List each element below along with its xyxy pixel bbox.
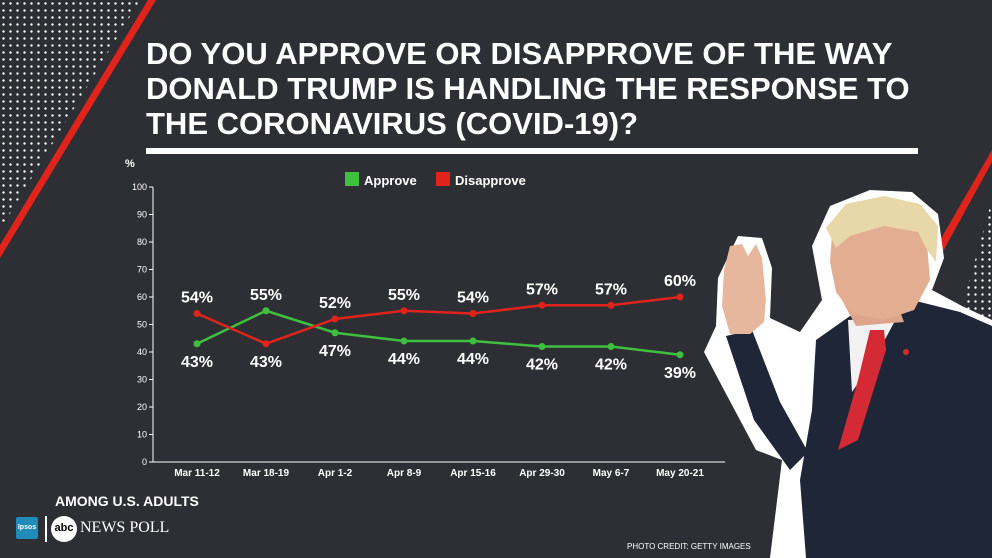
y-tick-label: 70	[137, 265, 147, 275]
data-point-disapprove	[400, 307, 408, 315]
data-point-approve	[331, 329, 339, 337]
data-label-disapprove: 55%	[388, 287, 420, 304]
abc-logo-text: abc	[54, 522, 74, 534]
title-line-2: DONALD TRUMP IS HANDLING THE RESPONSE TO	[146, 71, 910, 106]
data-label-approve: 55%	[250, 287, 282, 304]
data-label-approve: 42%	[595, 357, 627, 374]
title-divider	[146, 148, 918, 154]
x-tick-label: May 20-21	[656, 468, 704, 479]
y-tick-label: 80	[137, 237, 147, 247]
data-point-disapprove	[676, 293, 684, 301]
x-tick-label: Apr 29-30	[519, 468, 565, 479]
data-point-disapprove	[469, 310, 477, 317]
data-point-disapprove	[607, 301, 615, 309]
x-tick-label: May 6-7	[593, 468, 630, 479]
ipsos-logo: Ipsos	[16, 517, 38, 539]
news-poll-label: NEWS POLL	[80, 519, 170, 536]
x-tick-label: Mar 18-19	[243, 468, 290, 479]
data-label-disapprove: 43%	[250, 354, 282, 371]
legend-label-disapprove: Disapprove	[455, 173, 526, 188]
chart-title: DO YOU APPROVE OR DISAPPROVE OF THE WAY …	[146, 36, 926, 141]
plot-area: 0 10 20 30 40 50 60 70 80 90 100 Mar 11-12 Mar 18-19…	[132, 182, 725, 479]
footer-subtitle: AMONG U.S. ADULTS	[55, 493, 199, 509]
x-tick-label: Mar 11-12	[174, 468, 220, 479]
legend: Approve Disapprove	[345, 172, 526, 188]
trump-photo-cutout	[704, 190, 992, 558]
data-label-approve: 42%	[526, 357, 558, 374]
ipsos-logo-text: Ipsos	[17, 524, 37, 531]
y-tick-label: 0	[142, 457, 147, 467]
data-point-approve	[538, 343, 546, 350]
data-point-approve	[469, 337, 477, 345]
data-label-disapprove: 57%	[595, 281, 627, 298]
y-tick-label: 60	[137, 292, 147, 302]
data-point-approve	[262, 307, 270, 315]
legend-swatch-disapprove	[436, 172, 450, 186]
data-label-approve: 47%	[319, 343, 351, 360]
x-tick-label: Apr 1-2	[318, 468, 353, 479]
data-label-disapprove: 54%	[181, 290, 213, 307]
y-tick-label: 20	[137, 402, 147, 412]
legend-label-approve: Approve	[364, 173, 417, 188]
data-label-disapprove: 57%	[526, 281, 558, 298]
data-point-approve	[400, 337, 408, 345]
y-tick-label: 10	[137, 430, 147, 440]
data-point-approve	[193, 340, 201, 348]
title-line-3: THE CORONAVIRUS (COVID-19)?	[146, 106, 639, 141]
abc-logo: abc	[51, 516, 77, 542]
x-tick-label: Apr 8-9	[387, 468, 422, 479]
y-tick-label: 100	[132, 182, 147, 192]
x-tick-label: Apr 15-16	[450, 468, 496, 479]
data-point-disapprove	[538, 301, 546, 309]
data-label-approve: 39%	[664, 365, 696, 382]
data-label-approve: 44%	[457, 351, 489, 368]
y-tick-label: 30	[137, 375, 147, 385]
data-label-approve: 43%	[181, 354, 213, 371]
y-tick-label: 50	[137, 320, 147, 330]
data-label-disapprove: 52%	[319, 295, 351, 312]
data-point-disapprove	[262, 340, 270, 348]
y-axis-label: %	[125, 158, 135, 170]
y-tick-label: 40	[137, 347, 147, 357]
data-point-disapprove	[331, 315, 339, 323]
data-point-approve	[607, 343, 615, 350]
data-label-approve: 44%	[388, 351, 420, 368]
data-label-disapprove: 60%	[664, 273, 696, 290]
photo-credit: PHOTO CREDIT: GETTY IMAGES	[627, 542, 751, 551]
red-stripe-top-left	[0, 0, 156, 258]
legend-swatch-approve	[345, 172, 359, 186]
logo-divider	[45, 516, 47, 542]
series-line-disapprove	[196, 295, 681, 346]
data-point-disapprove	[193, 310, 201, 317]
data-label-disapprove: 54%	[457, 290, 489, 307]
title-line-1: DO YOU APPROVE OR DISAPPROVE OF THE WAY	[146, 36, 893, 71]
series-line-approve	[196, 309, 681, 356]
data-point-approve	[676, 351, 684, 359]
y-tick-label: 90	[137, 210, 147, 220]
